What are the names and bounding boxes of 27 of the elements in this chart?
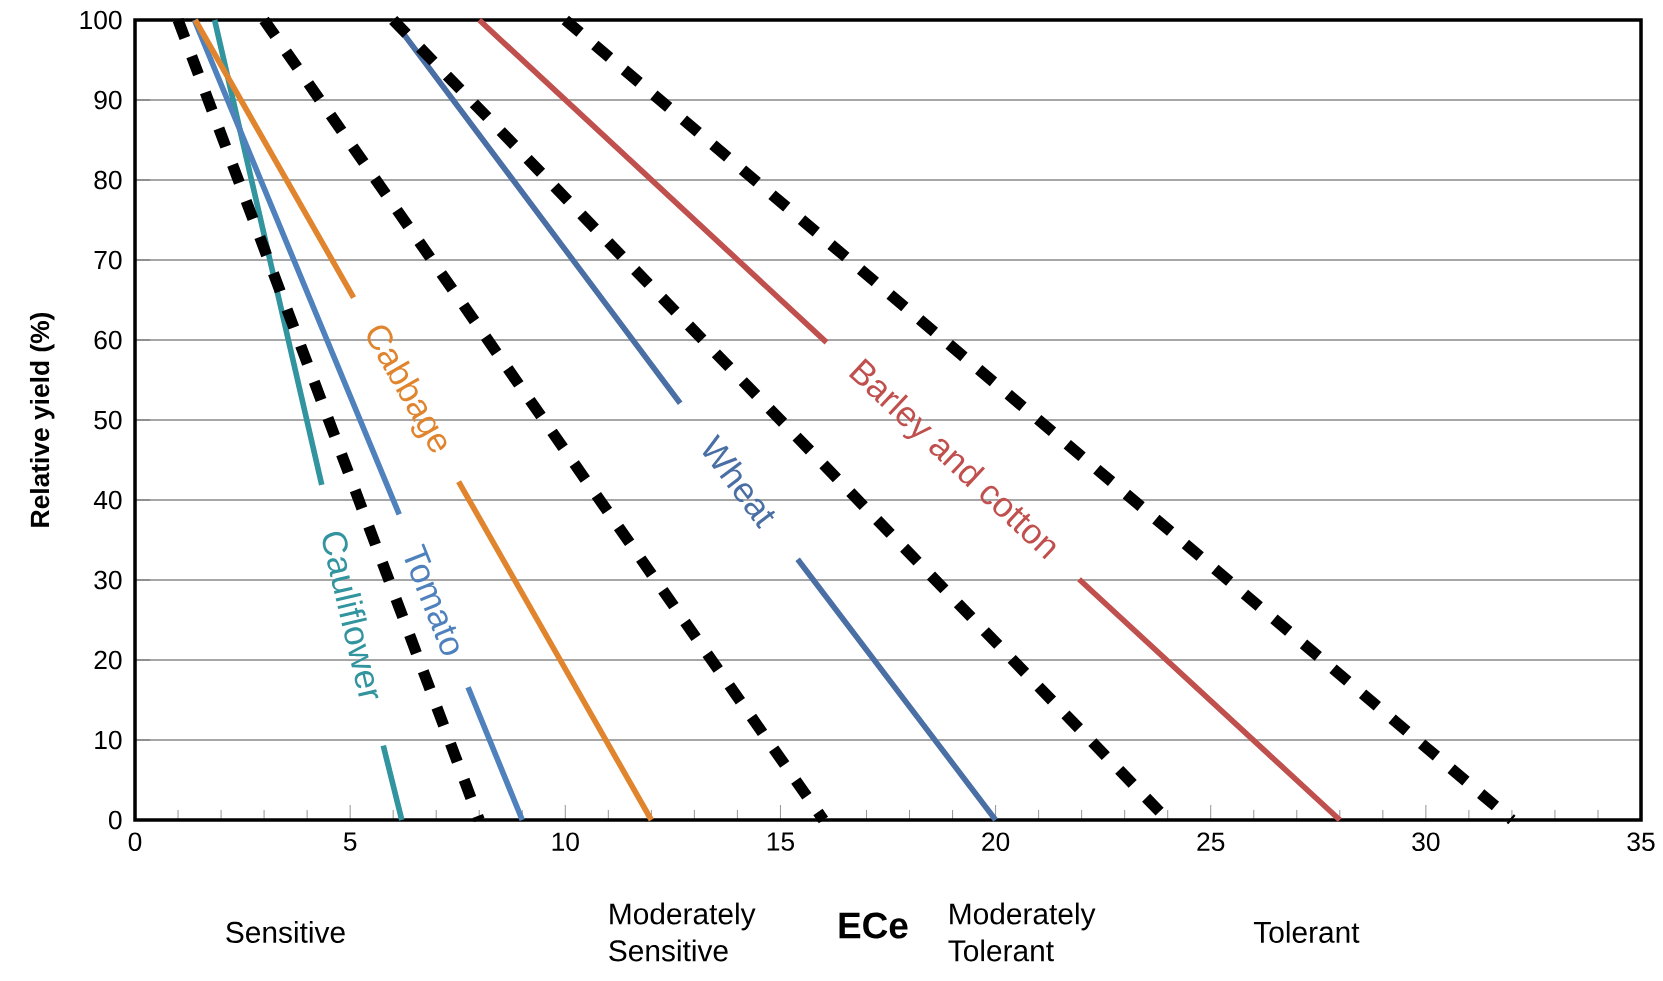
y-tick-label: 90 [94,90,122,110]
text: Cauliflower [322,531,379,699]
y-tick-label: 50 [94,410,122,430]
y-tick-label: 80 [94,170,122,190]
y-tick-label: 0 [108,810,122,830]
text: Moderately Sensitive [609,902,756,962]
x-tick-label: 30 [1412,832,1440,852]
y-tick-label: 70 [94,250,122,270]
text: Tomato [404,543,459,656]
text: Tolerant [1253,921,1360,943]
y-tick-label: 40 [93,490,122,510]
text: Sensitive [226,921,345,943]
x-tick-label: 0 [128,832,142,852]
y-tick-label: 60 [94,330,122,350]
x-tick-label: 15 [767,832,794,851]
y-tick-label: 20 [94,650,122,670]
text: Moderately Tolerant [948,902,1096,962]
x-tick-label: 5 [343,832,357,851]
x-axis-title: ECe [839,912,908,939]
x-tick-label: 20 [982,832,1010,852]
y-tick-label: 10 [95,730,122,750]
y-tick-label: 100 [80,10,122,30]
x-tick-label: 10 [552,832,579,852]
x-tick-label: 35 [1627,832,1655,852]
x-tick-label: 25 [1197,832,1225,852]
y-axis-title: Relative yield (%) [29,312,55,527]
y-tick-label: 30 [94,570,122,590]
